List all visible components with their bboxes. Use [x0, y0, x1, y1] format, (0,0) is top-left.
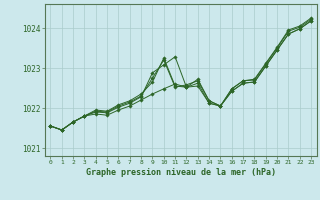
X-axis label: Graphe pression niveau de la mer (hPa): Graphe pression niveau de la mer (hPa) — [86, 168, 276, 177]
